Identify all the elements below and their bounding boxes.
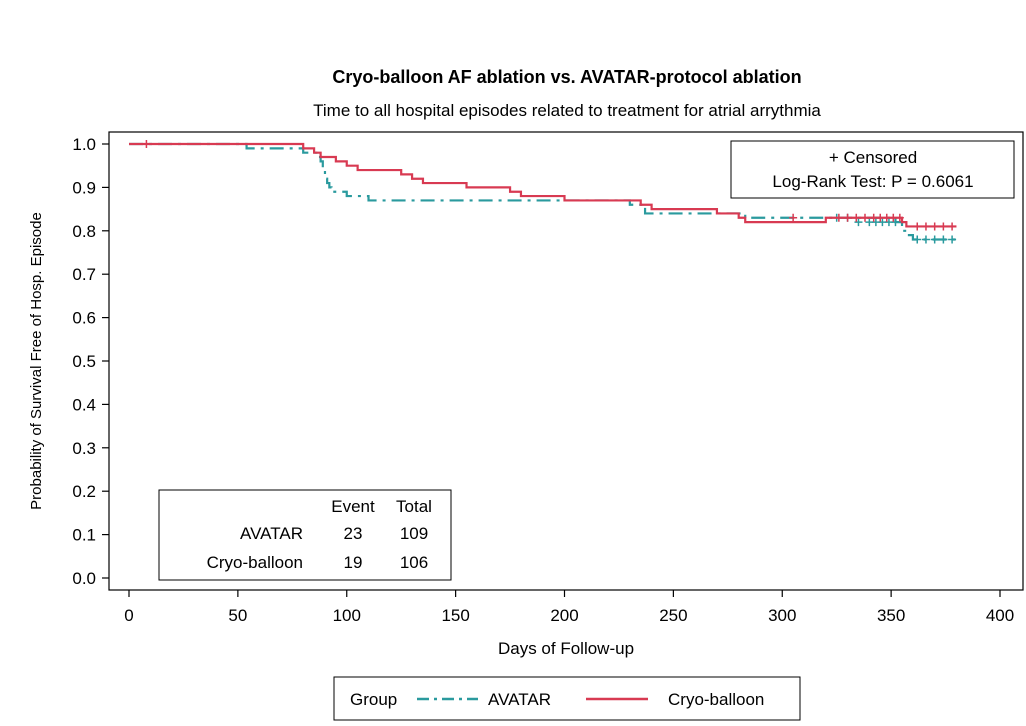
table-row-cryo-group: Cryo-balloon xyxy=(207,553,303,572)
table-row-cryo-event: 19 xyxy=(344,553,363,572)
censor-mark-cryo-balloon xyxy=(843,213,852,222)
censor-mark-avatar xyxy=(939,235,948,244)
censor-mark-cryo-balloon xyxy=(789,213,798,222)
censor-mark-cryo-balloon xyxy=(852,213,861,222)
x-tick-label: 200 xyxy=(550,606,578,625)
y-tick-label: 0.6 xyxy=(72,309,96,328)
legend-frame xyxy=(333,676,801,721)
table-row-avatar-event: 23 xyxy=(344,524,363,543)
censor-mark-cryo-balloon xyxy=(895,213,904,222)
y-axis-label: Probability of Survival Free of Hosp. Ep… xyxy=(28,212,45,510)
chart-title: Cryo-balloon AF ablation vs. AVATAR-prot… xyxy=(332,67,801,87)
censor-mark-cryo-balloon xyxy=(921,222,930,231)
table-header-total: Total xyxy=(396,497,432,516)
chart-subtitle: Time to all hospital episodes related to… xyxy=(313,101,821,120)
summary-table-frame xyxy=(158,489,452,581)
censor-mark-avatar xyxy=(854,218,863,227)
y-tick-label: 0.2 xyxy=(72,482,96,501)
x-tick-label: 0 xyxy=(124,606,133,625)
censor-mark-avatar xyxy=(930,235,939,244)
censor-mark-cryo-balloon xyxy=(939,222,948,231)
censored-note: + Censored xyxy=(829,148,917,167)
stats-box-frame xyxy=(730,140,1015,199)
log-rank-label: Log-Rank Test: P = 0.6061 xyxy=(772,172,973,191)
table-row-cryo-total: 106 xyxy=(400,553,428,572)
censor-mark-cryo-balloon xyxy=(860,213,869,222)
y-tick-label: 0.3 xyxy=(72,439,96,458)
legend: Group AVATAR Cryo-balloon xyxy=(333,676,801,721)
x-tick-label: 350 xyxy=(877,606,905,625)
legend-label-cryo: Cryo-balloon xyxy=(668,690,764,709)
y-tick-label: 0.0 xyxy=(72,569,96,588)
x-tick-label: 100 xyxy=(333,606,361,625)
x-tick-label: 400 xyxy=(986,606,1014,625)
x-axis-label: Days of Follow-up xyxy=(498,639,634,658)
y-tick-label: 0.4 xyxy=(72,395,96,414)
censor-mark-cryo-balloon xyxy=(948,222,957,231)
table-row-avatar-total: 109 xyxy=(400,524,428,543)
x-axis: 0 50 100 150 200 250 300 350 400 xyxy=(124,590,1014,625)
legend-label-avatar: AVATAR xyxy=(488,690,551,709)
table-row-avatar-group: AVATAR xyxy=(240,524,303,543)
censor-mark-cryo-balloon xyxy=(930,222,939,231)
survival-curves xyxy=(129,140,957,244)
x-tick-label: 150 xyxy=(441,606,469,625)
series-line-cryo-balloon xyxy=(129,142,957,228)
censor-mark-cryo-balloon xyxy=(834,213,843,222)
summary-table: Event Total AVATAR 23 109 Cryo-balloon 1… xyxy=(158,489,452,581)
x-tick-label: 250 xyxy=(659,606,687,625)
y-tick-label: 0.5 xyxy=(72,352,96,371)
x-tick-label: 50 xyxy=(228,606,247,625)
y-tick-label: 0.9 xyxy=(72,178,96,197)
y-tick-label: 0.7 xyxy=(72,265,96,284)
y-axis: 0.0 0.1 0.2 0.3 0.4 0.5 0.6 0.7 0.8 0.9 1.0 xyxy=(72,135,109,588)
censor-mark-cryo-balloon xyxy=(913,222,922,231)
censor-mark-avatar xyxy=(921,235,930,244)
stats-box: + Censored Log-Rank Test: P = 0.6061 xyxy=(730,140,1015,199)
plot-area: 0.0 0.1 0.2 0.3 0.4 0.5 0.6 0.7 0.8 0.9 1.0 0 50 100… xyxy=(72,131,1024,625)
y-tick-label: 1.0 xyxy=(72,135,96,154)
y-tick-label: 0.1 xyxy=(72,526,96,545)
censor-mark-avatar xyxy=(913,235,922,244)
x-tick-label: 300 xyxy=(768,606,796,625)
table-header-event: Event xyxy=(331,497,375,516)
censor-mark-cryo-balloon xyxy=(142,140,151,148)
censor-mark-avatar xyxy=(891,218,900,227)
legend-title: Group xyxy=(350,690,397,709)
y-tick-label: 0.8 xyxy=(72,222,96,241)
censor-mark-avatar xyxy=(948,235,957,244)
